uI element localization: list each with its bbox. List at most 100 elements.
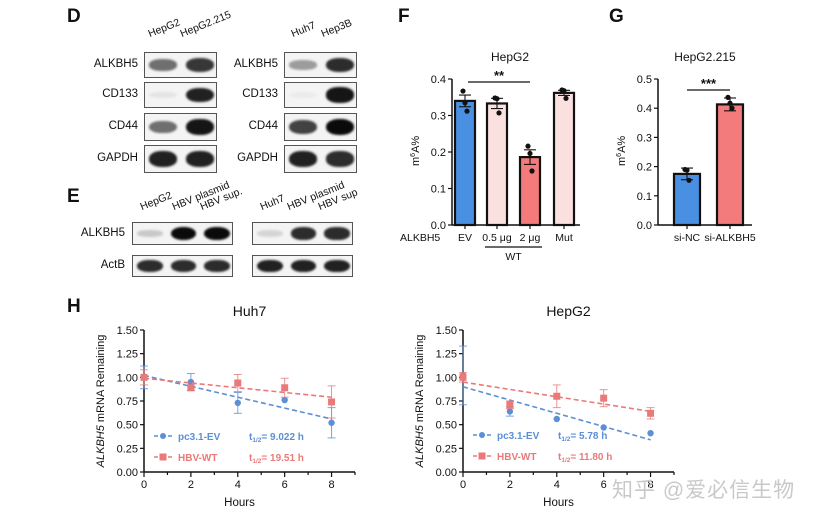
y-axis-label: ALKBH5 mRNA Remaining bbox=[414, 335, 426, 469]
data-point bbox=[328, 398, 336, 406]
data-point bbox=[281, 384, 289, 392]
protein-band bbox=[185, 58, 214, 72]
x-tick-label: 0 bbox=[141, 479, 147, 491]
protein-band bbox=[325, 87, 354, 103]
y-axis-label: m6A% bbox=[410, 136, 422, 166]
bar bbox=[552, 91, 576, 227]
y-tick-label: 0.2 bbox=[637, 162, 652, 174]
data-point bbox=[553, 392, 561, 400]
y-tick-label: 0.75 bbox=[436, 396, 457, 408]
protein-band bbox=[325, 118, 354, 136]
y-tick-label: 0.0 bbox=[431, 220, 446, 232]
half-life-label: t1/2= 19.51 h bbox=[249, 453, 304, 465]
half-life-label: t1/2= 11.80 h bbox=[558, 452, 612, 464]
x-tick-label: si-NC bbox=[674, 232, 701, 244]
data-point bbox=[187, 384, 195, 392]
data-point bbox=[506, 401, 514, 409]
bar bbox=[485, 102, 509, 227]
protein-band bbox=[289, 119, 318, 135]
x-tick-label: Mut bbox=[555, 232, 573, 244]
bar bbox=[715, 103, 745, 227]
protein-band bbox=[257, 230, 283, 237]
data-point bbox=[496, 110, 502, 116]
y-tick-label: 1.00 bbox=[436, 372, 457, 384]
protein-band bbox=[290, 259, 317, 273]
data-point bbox=[494, 96, 500, 102]
protein-band bbox=[185, 151, 214, 167]
x-axis-label: Hours bbox=[224, 497, 255, 509]
x-tick-label: 0 bbox=[460, 479, 466, 491]
y-tick-label: 1.25 bbox=[436, 349, 457, 361]
protein-band bbox=[137, 230, 163, 237]
blot-strip bbox=[132, 255, 233, 277]
data-point bbox=[647, 409, 655, 417]
protein-band bbox=[170, 226, 197, 241]
protein-band bbox=[149, 151, 178, 167]
data-point bbox=[140, 373, 148, 381]
data-point bbox=[328, 419, 335, 426]
panel-letter-e: E bbox=[67, 186, 80, 207]
fit-line bbox=[462, 386, 651, 441]
y-tick-label: 0.1 bbox=[431, 184, 446, 196]
protein-band bbox=[185, 118, 214, 136]
data-point bbox=[529, 168, 535, 174]
data-point bbox=[234, 399, 241, 407]
legend-label: HBV-WT bbox=[497, 452, 536, 463]
data-point bbox=[464, 108, 470, 114]
x-tick-label: 6 bbox=[601, 479, 607, 491]
data-point bbox=[684, 167, 690, 173]
blot-strip bbox=[144, 52, 217, 78]
blot-strip bbox=[144, 145, 217, 173]
protein-band bbox=[289, 91, 318, 99]
protein-band bbox=[324, 227, 350, 240]
data-point bbox=[525, 143, 531, 149]
bar bbox=[518, 156, 542, 227]
legend-label: pc3.1-EV bbox=[178, 432, 221, 443]
y-tick-label: 0.00 bbox=[436, 467, 457, 479]
protein-band bbox=[170, 259, 197, 272]
data-point bbox=[561, 88, 567, 94]
y-tick-label: 0.25 bbox=[436, 443, 457, 455]
protein-band bbox=[204, 259, 230, 272]
data-point bbox=[729, 105, 735, 111]
blot-strip bbox=[144, 82, 217, 108]
blot-strip bbox=[284, 145, 357, 173]
data-point bbox=[462, 100, 468, 106]
protein-band bbox=[324, 259, 350, 273]
protein-band bbox=[149, 59, 178, 71]
data-point bbox=[553, 415, 560, 423]
y-tick-label: 1.25 bbox=[117, 349, 138, 361]
x-tick-label: 8 bbox=[328, 479, 334, 491]
data-point bbox=[686, 177, 692, 183]
blot-strip bbox=[284, 113, 357, 141]
protein-band bbox=[185, 87, 214, 103]
row-label: CD133 bbox=[102, 88, 138, 100]
panel-letter-g: G bbox=[609, 6, 624, 27]
legend-marker bbox=[478, 452, 486, 460]
x-tick-label: 8 bbox=[647, 479, 653, 491]
y-tick-label: 0.5 bbox=[637, 74, 652, 86]
significance-label: *** bbox=[701, 76, 717, 91]
x-tick-label: 0.5 μg bbox=[482, 232, 512, 244]
y-axis-label: ALKBH5 mRNA Remaining bbox=[95, 335, 107, 469]
chart-title: HepG2 bbox=[546, 303, 591, 319]
data-point bbox=[234, 379, 242, 387]
x-tick-label: 2 bbox=[507, 479, 513, 491]
row-label: ALKBH5 bbox=[400, 232, 440, 244]
y-axis-label: m6A% bbox=[616, 136, 628, 166]
data-point bbox=[506, 408, 514, 415]
protein-band bbox=[289, 151, 318, 167]
watermark: 知乎 @爱必信生物 bbox=[612, 479, 796, 502]
chart-title: HepG2 bbox=[491, 50, 529, 64]
x-tick-label: 2 μg bbox=[520, 232, 541, 244]
data-point bbox=[727, 100, 733, 106]
blot-strip bbox=[252, 255, 353, 277]
panel-letter-h: H bbox=[67, 296, 81, 317]
x-axis-label: Hours bbox=[543, 497, 574, 509]
blot-strip bbox=[132, 222, 233, 245]
protein-band bbox=[290, 227, 317, 240]
x-tick-label: 2 bbox=[188, 479, 194, 491]
blot-strip bbox=[284, 52, 357, 78]
y-tick-label: 1.50 bbox=[117, 325, 138, 337]
